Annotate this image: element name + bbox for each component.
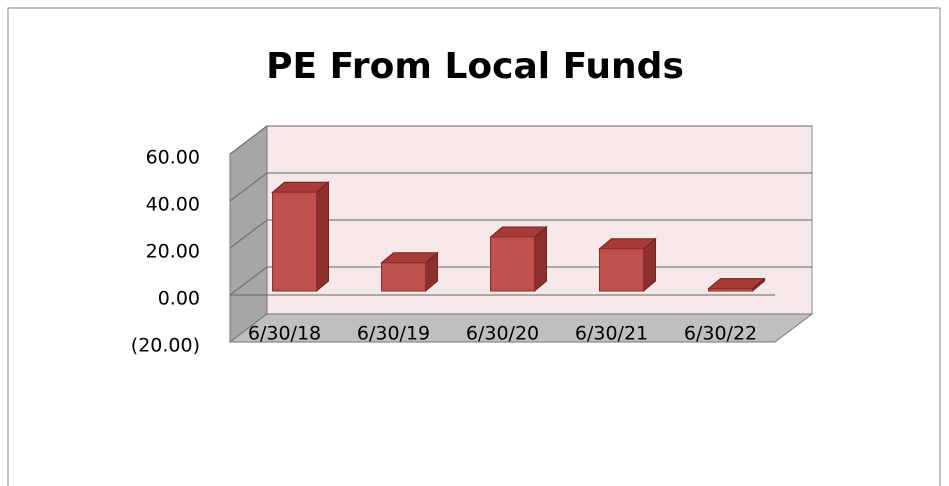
x-tick-label: 6/30/19 — [357, 323, 430, 345]
bar — [380, 251, 439, 293]
bar-side — [316, 181, 329, 293]
bar-front — [708, 288, 753, 292]
y-tick-label: (20.00) — [131, 335, 200, 357]
x-tick-label: 6/30/18 — [248, 323, 321, 345]
bar-front — [490, 236, 535, 292]
y-tick-label: 0.00 — [158, 288, 200, 310]
grid-line — [229, 172, 812, 202]
y-tick-label: 60.00 — [146, 147, 200, 169]
y-tick-label: 20.00 — [146, 241, 200, 263]
bar — [489, 225, 548, 293]
x-tick-label: 6/30/21 — [575, 323, 648, 345]
bar-side — [534, 225, 547, 293]
bar — [598, 237, 657, 293]
bar — [707, 277, 766, 293]
grid-line — [229, 219, 812, 249]
x-tick-label: 6/30/22 — [684, 323, 757, 345]
x-tick-label: 6/30/20 — [466, 323, 539, 345]
bar — [271, 181, 330, 293]
bar-front — [381, 262, 426, 292]
bar-front — [599, 248, 644, 292]
grid-line — [229, 125, 812, 155]
floor — [228, 313, 814, 343]
y-tick-label: 40.00 — [146, 194, 200, 216]
chart-title: PE From Local Funds — [266, 46, 684, 87]
bar-front — [272, 191, 317, 292]
